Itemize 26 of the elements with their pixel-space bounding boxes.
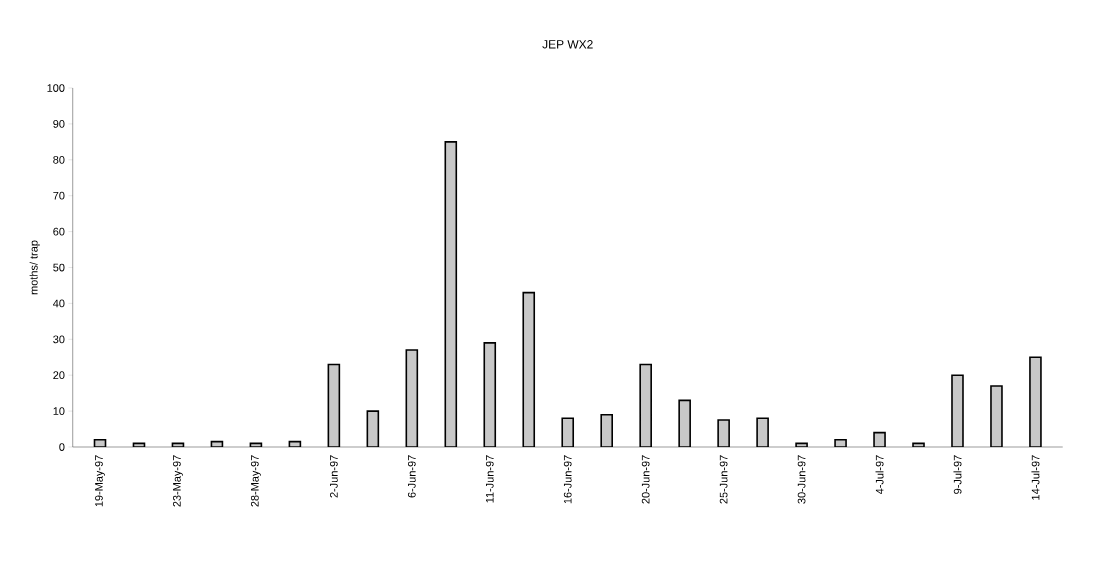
y-tick-label: 50 xyxy=(53,263,65,272)
x-tick-label: 16-Jun-97 xyxy=(563,455,572,504)
x-tick-label: 25-Jun-97 xyxy=(719,455,728,504)
x-tick-label: 2-Jun-97 xyxy=(329,455,338,498)
y-tick-label: 70 xyxy=(53,191,65,200)
x-tick-label: 11-Jun-97 xyxy=(485,455,494,503)
chart-title: JEP WX2 xyxy=(542,40,593,49)
x-tick-label: 9-Jul-97 xyxy=(953,455,962,494)
y-tick-label: 100 xyxy=(47,84,65,92)
x-tick-label: 4-Jul-97 xyxy=(875,455,884,495)
x-tick-label: 30-Jun-97 xyxy=(797,455,806,504)
y-tick-label: 30 xyxy=(53,335,65,344)
y-tick-label: 0 xyxy=(59,443,65,451)
x-tick-label: 20-Jun-97 xyxy=(641,455,650,504)
y-tick-label: 60 xyxy=(53,227,65,236)
x-tick-label: 14-Jul-97 xyxy=(1031,455,1040,500)
y-tick-label: 80 xyxy=(53,155,65,164)
y-tick-label: 90 xyxy=(53,120,65,128)
x-tick-label: 23-May-97 xyxy=(173,455,183,507)
y-axis-title: moths/ trap xyxy=(29,240,40,295)
y-tick-label: 40 xyxy=(53,299,65,308)
x-tick-label: 19-May-97 xyxy=(95,455,105,507)
y-tick-label: 10 xyxy=(53,407,65,415)
x-tick-label: 28-May-97 xyxy=(250,455,261,507)
y-tick-label: 20 xyxy=(53,371,65,380)
x-tick-label: 6-Jun-97 xyxy=(407,455,416,498)
